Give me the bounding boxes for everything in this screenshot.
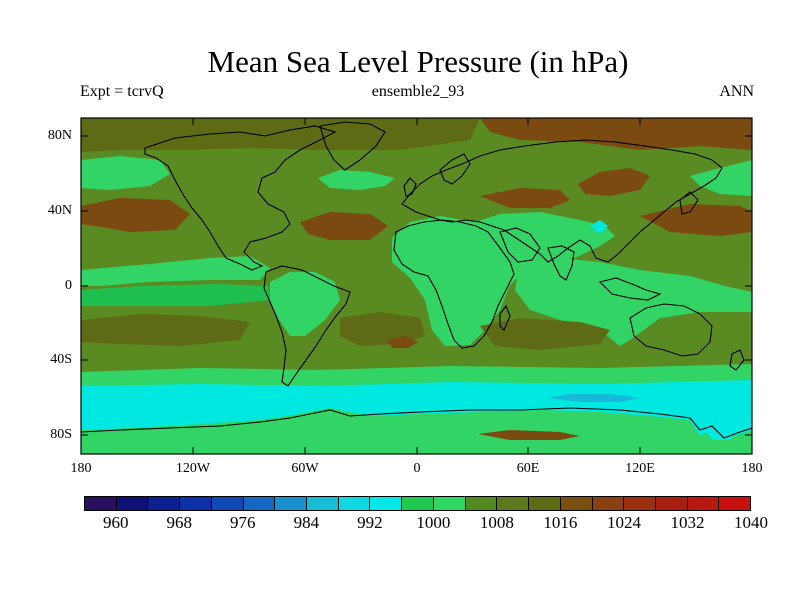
south-atlantic-core xyxy=(388,336,418,348)
ross-sea-low xyxy=(700,420,740,440)
antarctica-landmass xyxy=(81,408,752,454)
coastline-africa xyxy=(393,219,515,349)
colorbar-swatch xyxy=(624,497,656,510)
arctic-dark-region xyxy=(81,118,480,152)
north-pacific-low-east xyxy=(690,160,752,196)
colorbar-label: 1024 xyxy=(606,513,641,532)
lat-tick-label: 80S xyxy=(50,427,72,442)
lat-tick-label: 40N xyxy=(47,203,72,218)
coastline-greenland xyxy=(319,121,386,171)
tick-marks xyxy=(81,118,752,454)
azores-high xyxy=(300,212,388,240)
map-fill-layer xyxy=(81,118,752,454)
colorbar-label: 960 xyxy=(103,513,129,532)
colorbar-swatch xyxy=(592,497,625,510)
antarctic-high xyxy=(478,430,580,440)
colorbar-swatch xyxy=(560,497,593,510)
lat-tick-label: 40S xyxy=(50,352,72,367)
colorbar-swatch xyxy=(402,497,434,510)
southern-ocean-band xyxy=(81,364,752,388)
page-title: Mean Sea Level Pressure (in hPa) xyxy=(207,44,629,79)
south-pacific-high xyxy=(81,314,250,346)
colorbar-swatch xyxy=(655,497,688,510)
colorbar-label: 976 xyxy=(230,513,256,532)
colorbar-swatch xyxy=(719,497,751,510)
siberian-high xyxy=(578,168,650,196)
colorbar-swatch xyxy=(243,497,276,510)
north-pacific-high xyxy=(81,198,190,232)
colorbar-swatch xyxy=(687,497,720,510)
coastline-arabia xyxy=(499,227,541,263)
equatorial-pacific-low xyxy=(81,256,270,286)
coastline-british-isles xyxy=(403,177,417,197)
colorbar-label: 1000 xyxy=(416,513,451,532)
colorbar-label: 968 xyxy=(166,513,193,532)
colorbar xyxy=(84,496,751,511)
coastline-eurasia xyxy=(401,139,723,263)
coastline-antarctica xyxy=(81,407,752,439)
colorbar-swatch xyxy=(148,497,181,510)
colorbar-swatch xyxy=(116,497,149,510)
south-america-low xyxy=(270,272,340,336)
colorbar-swatch xyxy=(370,497,403,510)
coastline-japan xyxy=(679,191,699,215)
colorbar-swatch xyxy=(497,497,530,510)
arctic-high-region xyxy=(480,118,752,150)
coastline-south-america xyxy=(263,265,351,387)
colorbar-label: 984 xyxy=(293,513,320,532)
north-atlantic-low xyxy=(318,170,395,190)
lon-tick-label: 60E xyxy=(516,461,540,476)
coastline-australia xyxy=(629,303,713,357)
colorbar-label: 1016 xyxy=(543,513,578,532)
south-indian-high xyxy=(480,318,610,350)
lon-tick-label: 60W xyxy=(291,461,319,476)
coastline-india xyxy=(547,245,575,281)
colorbar-swatch xyxy=(338,497,371,510)
colorbar-label: 992 xyxy=(357,513,383,532)
experiment-label: Expt = tcrvQ xyxy=(80,83,164,100)
coastline-new-zealand xyxy=(729,349,745,371)
north-pacific-low xyxy=(81,156,170,190)
north-pacific-high-east xyxy=(640,204,752,236)
maritime-low xyxy=(515,258,752,346)
colorbar-swatch xyxy=(529,497,561,510)
lat-tick-label: 0 xyxy=(65,278,72,293)
coastline-indonesia xyxy=(598,277,662,301)
lon-tick-label: 120E xyxy=(625,461,655,476)
colorbar-label: 1040 xyxy=(734,513,768,532)
lon-tick-label: 180 xyxy=(70,461,92,476)
colorbar-swatch xyxy=(85,497,117,510)
tibet-low xyxy=(590,220,608,234)
colorbar-label: 1008 xyxy=(479,513,514,532)
coastline-madagascar xyxy=(499,304,511,331)
colorbar-swatch xyxy=(180,497,212,510)
colorbar-swatch xyxy=(211,497,244,510)
colorbar-swatch xyxy=(307,497,339,510)
coastline-scandinavia xyxy=(439,153,471,185)
colorbar-swatch xyxy=(465,497,498,510)
colorbar-label: 1032 xyxy=(670,513,705,532)
coastlines xyxy=(81,121,752,439)
season-label: ANN xyxy=(719,83,754,100)
lon-tick-label: 180 xyxy=(741,461,763,476)
circumpolar-deep-low xyxy=(548,394,640,402)
colorbar-swatch xyxy=(275,497,308,510)
lat-tick-label: 80N xyxy=(47,128,72,143)
lon-tick-label: 120W xyxy=(175,461,211,476)
lon-tick-label: 0 xyxy=(413,461,421,476)
east-asia-high xyxy=(480,188,570,208)
coastline-north-america xyxy=(144,125,337,271)
colorbar-swatch xyxy=(433,497,466,510)
central-pacific-band xyxy=(81,284,270,306)
africa-thermal-low xyxy=(392,212,615,346)
ensemble-label: ensemble2_93 xyxy=(371,83,465,100)
